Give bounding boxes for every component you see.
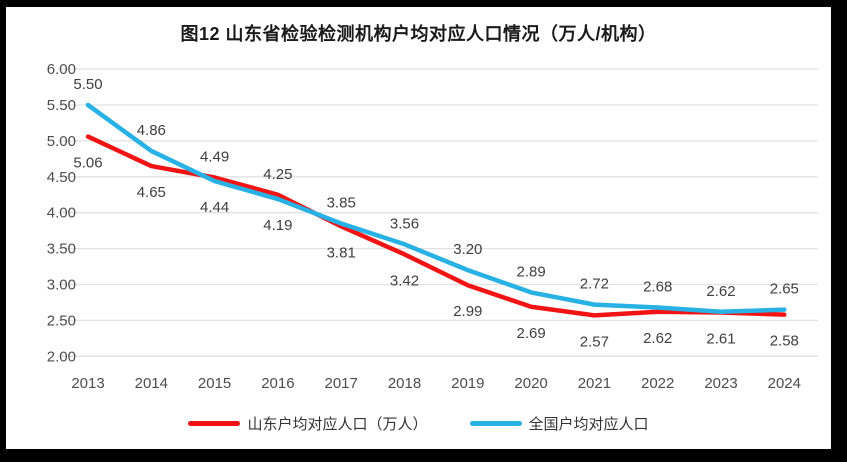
legend-line-swatch-shandong: [188, 420, 241, 426]
y-axis-tick-label: 4.00: [47, 205, 76, 222]
x-axis-tick-label: 2020: [514, 375, 547, 392]
data-label: 2.62: [643, 330, 672, 347]
chart-title: 图12 山东省检验检测机构户均对应人口情况（万人/机构）: [180, 24, 657, 44]
x-axis-tick-label: 2024: [768, 375, 801, 392]
legend-label-national: 全国户均对应人口: [528, 415, 649, 433]
y-axis-tick-label: 2.00: [47, 348, 76, 365]
legend-item-national: 全国户均对应人口: [469, 413, 649, 434]
y-axis-tick-label: 4.50: [47, 169, 76, 186]
y-axis-tick-label: 3.50: [47, 241, 76, 258]
data-label: 2.68: [643, 278, 672, 295]
national-line: [85, 102, 787, 315]
data-label: 2.89: [516, 263, 545, 280]
legend-line-swatch-national: [469, 420, 522, 426]
y-axis-tick-label: 5.50: [47, 97, 76, 114]
data-label: 4.86: [137, 122, 166, 139]
x-axis-tick-label: 2022: [641, 375, 674, 392]
data-label: 4.25: [263, 166, 292, 183]
data-label: 3.85: [327, 194, 356, 211]
x-axis-tick-label: 2021: [578, 375, 611, 392]
data-label: 5.06: [73, 155, 102, 172]
chart-legend: 山东户均对应人口（万人） 全国户均对应人口: [6, 411, 831, 435]
data-label: 3.81: [327, 244, 356, 261]
shandong-line: [85, 134, 787, 318]
data-label: 4.49: [200, 149, 229, 166]
y-axis-tick-label: 6.00: [47, 61, 76, 78]
data-label: 5.50: [73, 76, 102, 93]
data-label: 3.20: [453, 241, 482, 258]
x-axis-tick-label: 2015: [198, 375, 231, 392]
x-axis-tick-label: 2018: [388, 375, 421, 392]
data-label: 2.69: [516, 325, 545, 342]
data-label: 2.65: [770, 281, 799, 298]
data-label: 2.62: [706, 283, 735, 300]
data-label: 3.56: [390, 215, 419, 232]
chart-page: 图12 山东省检验检测机构户均对应人口情况（万人/机构） 6.00 5.50 5.0…: [6, 7, 831, 449]
x-axis-tick-label: 2014: [135, 375, 168, 392]
data-label: 4.44: [200, 199, 229, 216]
data-label: 2.58: [770, 333, 799, 350]
data-label: 4.19: [263, 217, 292, 234]
line-chart: 6.005.505.004.504.003.503.002.502.002013…: [47, 61, 818, 392]
data-label: 2.72: [580, 276, 609, 293]
x-axis-tick-label: 2013: [71, 375, 104, 392]
data-label: 2.99: [453, 303, 482, 320]
x-axis-tick-label: 2016: [261, 375, 294, 392]
y-axis-tick-label: 3.00: [47, 277, 76, 294]
y-axis-tick-label: 5.00: [47, 133, 76, 150]
data-label: 2.61: [706, 331, 735, 348]
x-axis-tick-label: 2017: [325, 375, 358, 392]
legend-label-shandong: 山东户均对应人口（万人）: [247, 415, 428, 433]
data-label: 4.65: [137, 184, 166, 201]
legend-item-shandong: 山东户均对应人口（万人）: [188, 413, 428, 434]
data-label: 3.42: [390, 272, 419, 289]
data-label: 2.57: [580, 333, 609, 350]
x-axis-tick-label: 2023: [704, 375, 737, 392]
x-axis-tick-label: 2019: [451, 375, 484, 392]
y-axis-tick-label: 2.50: [47, 312, 76, 329]
